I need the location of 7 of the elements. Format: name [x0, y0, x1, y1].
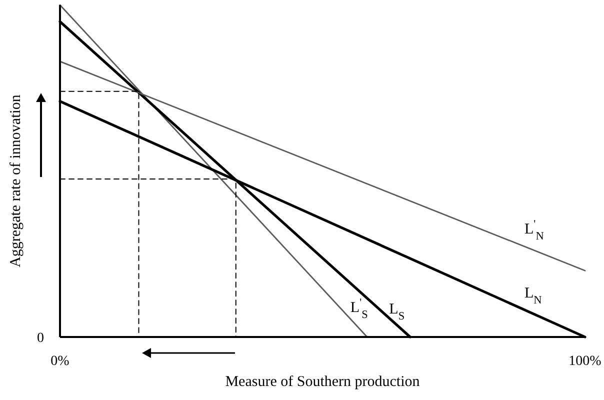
series-label: L$_{N}$ [524, 285, 542, 306]
x-tick-label: 100% [568, 354, 602, 369]
series-label: L$_{S}$ [389, 301, 405, 322]
text: 0 [37, 331, 44, 346]
y-axis-title: Aggregate rate of innovation [8, 94, 24, 268]
x-tick-label: 0% [50, 354, 70, 369]
x-axis-title: Measure of Southern production [225, 374, 420, 390]
